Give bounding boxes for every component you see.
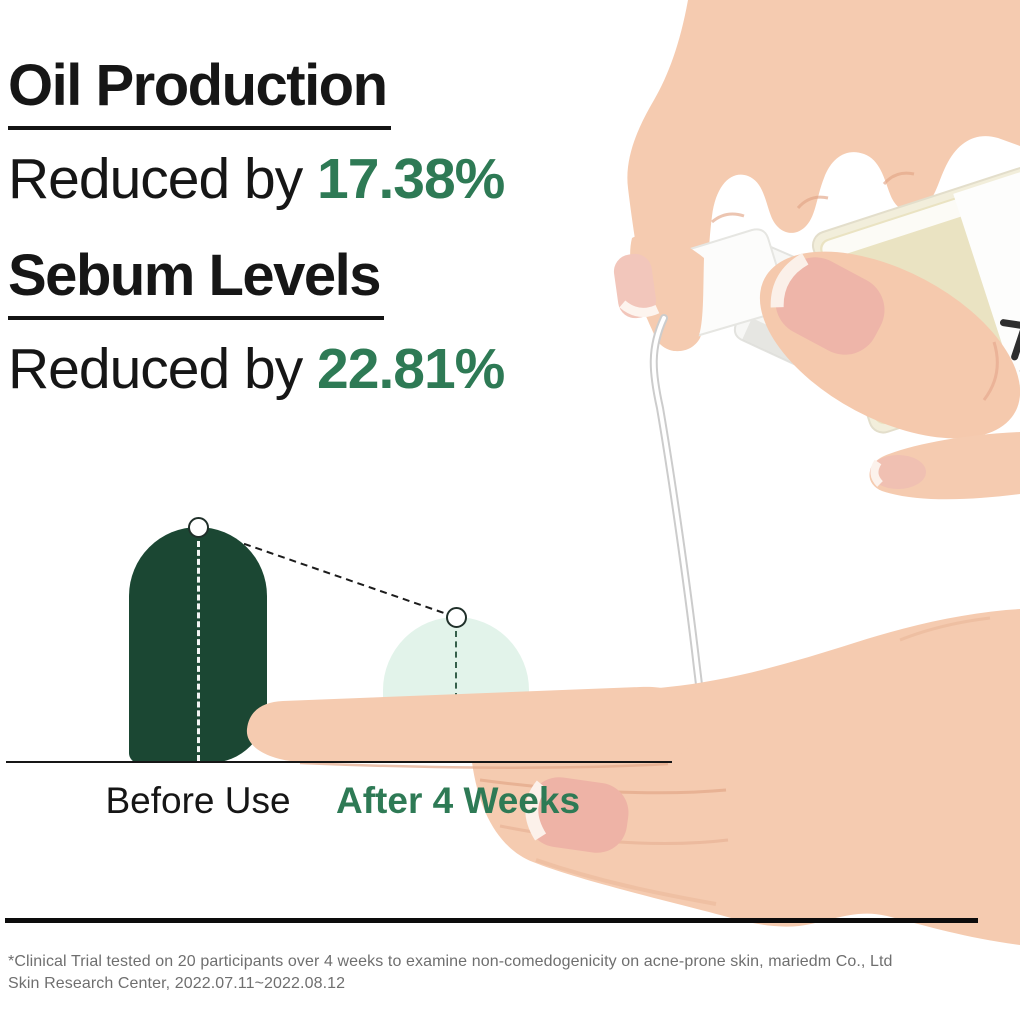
data-point-marker-after [445,606,467,628]
bar-center-dashed-line-before [197,541,200,761]
stat-title-sebum-levels: Sebum Levels [8,247,385,320]
bar-label-after-4-weeks: After 4 Weeks [336,780,581,821]
footnote-line-2: Skin Research Center, 2022.07.11~2022.08… [8,975,346,993]
stat-prefix-sebum: Reduced by [8,337,318,401]
footnote: *Clinical Trial tested on 20 participant… [8,951,893,996]
stat-value-sebum: 22.81% [317,337,505,401]
stat-prefix-oil: Reduced by [8,147,318,211]
stat-line-oil-production: Reduced by 17.38% [8,151,505,208]
stat-title-oil-production: Oil Production [8,57,391,130]
data-point-marker-before [187,516,209,538]
footnote-line-1: *Clinical Trial tested on 20 participant… [8,953,893,970]
stat-value-oil: 17.38% [317,147,505,211]
stat-line-sebum-levels: Reduced by 22.81% [8,341,505,398]
bar-before-use [129,527,267,763]
bar-label-before-use: Before Use [105,780,291,821]
